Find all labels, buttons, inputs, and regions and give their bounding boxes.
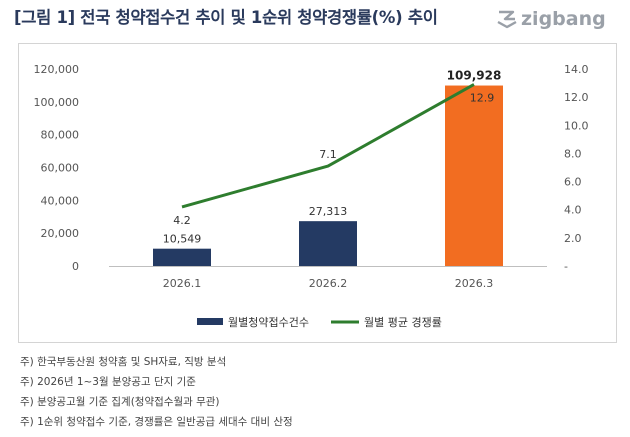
bar-data-label: 27,313 — [309, 205, 348, 218]
right-axis-tick-label: 12.0 — [564, 91, 589, 104]
left-axis-tick-label: 120,000 — [34, 63, 80, 76]
legend-label: 월별청약접수건수 — [228, 315, 309, 329]
right-axis-tick-label: 10.0 — [564, 119, 589, 132]
right-axis-tick-label: 14.0 — [564, 63, 589, 76]
legend: 월별청약접수건수 월별 평균 경쟁률 — [197, 315, 442, 329]
right-axis-tick-label: 4.0 — [564, 204, 582, 217]
legend-swatch-bar — [197, 318, 223, 325]
zigbang-logo-icon — [497, 10, 517, 29]
line-data-label: 7.1 — [319, 148, 337, 161]
left-axis-tick-label: 40,000 — [41, 194, 80, 207]
footnote: 주) 2026년 1~3월 분양공고 단지 기준 — [20, 376, 196, 388]
left-axis-tick-label: 0 — [72, 260, 79, 273]
footnotes: 주) 한국부동산원 청약홈 및 SH자료, 직방 분석 주) 2026년 1~3… — [20, 352, 293, 432]
right-axis-tick-label: 8.0 — [564, 147, 582, 160]
left-axis-tick-label: 20,000 — [41, 227, 80, 240]
footnote: 주) 한국부동산원 청약홈 및 SH자료, 직방 분석 — [20, 356, 227, 368]
bar — [445, 85, 503, 266]
bar-series: 10,549 27,313 109,928 — [109, 69, 547, 267]
category-label: 2026.3 — [455, 277, 494, 290]
line-path — [181, 83, 475, 209]
left-axis-tick-label: 100,000 — [34, 96, 80, 109]
left-axis-tick-label: 80,000 — [41, 129, 80, 142]
right-axis: - 2.0 4.0 6.0 8.0 10.0 12.0 14.0 — [564, 63, 589, 273]
line-data-label: 12.9 — [470, 91, 495, 104]
chart-title: [그림 1] 전국 청약접수건 추이 및 1순위 청약경쟁률(%) 추이 — [14, 8, 438, 27]
legend-label: 월별 평균 경쟁률 — [364, 316, 442, 329]
bar — [299, 221, 357, 266]
category-label: 2026.1 — [163, 277, 202, 290]
left-axis: 0 20,000 40,000 60,000 80,000 100,000 120,000 — [34, 63, 80, 273]
category-label: 2026.2 — [309, 277, 348, 290]
bar-data-label: 10,549 — [163, 233, 202, 246]
left-axis-tick-label: 60,000 — [41, 162, 80, 175]
footnote: 주) 1순위 청약접수 기준, 경쟁률은 일반공급 세대수 대비 산정 — [20, 416, 293, 428]
bar-data-label: 109,928 — [447, 69, 502, 83]
bar — [153, 248, 211, 266]
right-axis-tick-label: 6.0 — [564, 176, 582, 189]
line-series: 4.2 7.1 12.9 — [173, 83, 495, 227]
right-axis-tick-label: - — [564, 260, 568, 273]
right-axis-tick-label: 2.0 — [564, 232, 582, 245]
footnote: 주) 분양공고월 기준 집계(청약접수월과 무관) — [20, 396, 220, 408]
line-data-label: 4.2 — [173, 214, 191, 227]
chart-frame: 0 20,000 40,000 60,000 80,000 100,000 120,000 … — [18, 43, 617, 343]
category-axis: 2026.1 2026.2 2026.3 — [163, 277, 494, 290]
zigbang-logo-text: zigbang — [521, 8, 606, 30]
combo-chart: 020,00040,00060,00080,000100,000120,000 … — [34, 63, 589, 329]
zigbang-logo: zigbang — [497, 8, 606, 30]
